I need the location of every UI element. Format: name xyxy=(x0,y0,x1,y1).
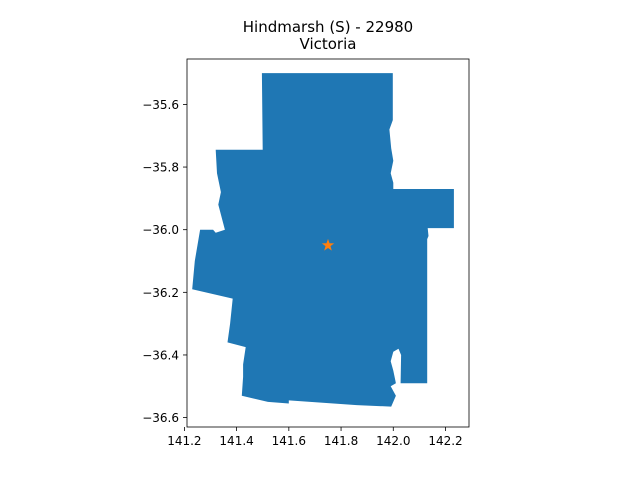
x-axis: 141.2 141.4 141.6 141.8 142.0 142.2 xyxy=(167,427,463,448)
x-tick-label: 141.6 xyxy=(272,434,306,448)
axes-frame xyxy=(186,58,470,428)
y-tick-label: −35.6 xyxy=(142,98,179,112)
region-shape xyxy=(192,73,454,407)
map-title-line2: Victoria xyxy=(300,35,357,53)
x-tick-label: 141.2 xyxy=(167,434,201,448)
y-tick-label: −36.0 xyxy=(142,223,179,237)
y-tick-label: −36.6 xyxy=(142,411,179,425)
y-tick-label: −36.2 xyxy=(142,286,179,300)
x-tick-label: 142.0 xyxy=(376,434,410,448)
y-axis: −35.6 −35.8 −36.0 −36.2 −36.4 −36.6 xyxy=(142,98,187,425)
plot-area xyxy=(186,58,470,428)
x-tick-label: 142.2 xyxy=(428,434,462,448)
star-icon xyxy=(321,238,335,251)
y-tick-label: −35.8 xyxy=(142,161,179,175)
x-tick-label: 141.8 xyxy=(324,434,358,448)
x-tick-label: 141.4 xyxy=(219,434,253,448)
map-title-line1: Hindmarsh (S) - 22980 xyxy=(243,18,413,36)
y-tick-label: −36.4 xyxy=(142,348,179,362)
